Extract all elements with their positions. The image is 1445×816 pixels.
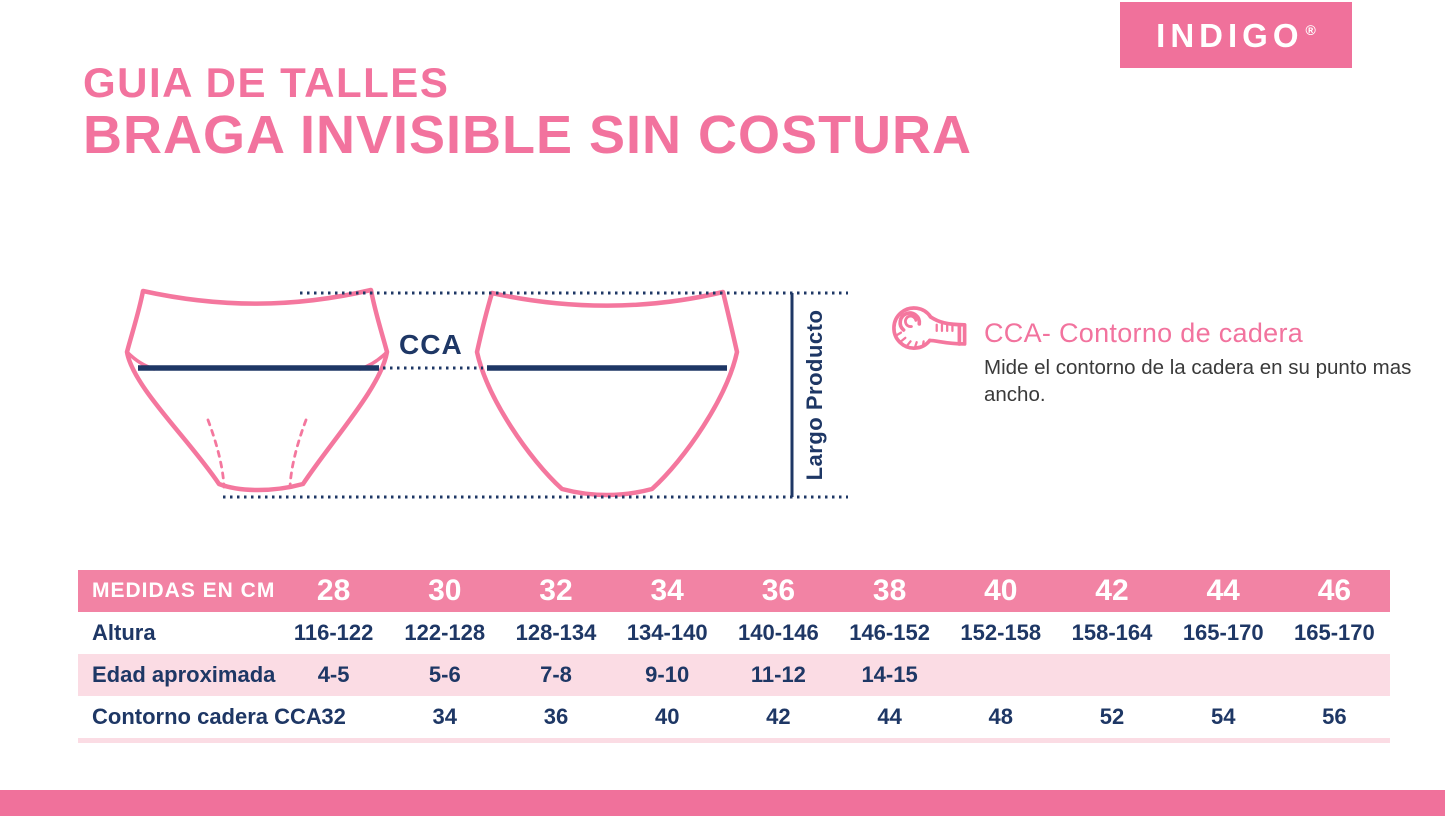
table-cell: 36 [543,704,569,729]
table-cell: 11-12 [750,662,806,687]
table-cell: 56 [1322,704,1347,729]
table-row-contorno: Contorno cadera CCA 32 34 36 40 42 44 48… [78,696,1390,738]
table-cell: 7-8 [540,662,572,687]
table-cell: 48 [988,704,1014,729]
size-column-header: 42 [1095,574,1129,607]
table-row-altura: Altura 116-122 122-128 128-134 134-140 1… [78,612,1390,654]
page-title: BRAGA INVISIBLE SIN COSTURA [83,105,973,165]
cca-diagram-label: CCA [399,329,463,360]
table-cell: 32 [321,704,346,729]
size-column-header: 46 [1317,574,1352,607]
panty-front-right-leg-dashed [288,418,308,489]
brand-banner: INDIGO ® [1120,2,1352,68]
table-cell: 42 [766,704,791,729]
table-bottom-divider [78,738,1390,743]
panty-front-outline [124,287,390,493]
panty-back-outline [474,289,740,498]
size-column-header: 28 [316,574,351,607]
table-cell: 9-10 [645,662,690,687]
brand-logo: INDIGO ® [1156,19,1316,52]
size-column-header: 40 [984,574,1018,607]
table-cell: 52 [1099,704,1125,729]
footer-accent-bar [0,790,1445,816]
size-column-header: 32 [539,574,573,607]
panty-front-left-leg-dashed [206,418,226,489]
table-header-row: MEDIDAS EN CM 28 30 32 34 36 38 40 42 44… [78,570,1390,612]
cca-info-heading: CCA- Contorno de cadera [984,318,1304,348]
size-column-header: 34 [650,574,684,607]
table-cell: 5-6 [428,662,461,687]
table-header-label: MEDIDAS EN CM [92,579,276,602]
size-table: MEDIDAS EN CM 28 30 32 34 36 38 40 42 44… [78,570,1390,738]
table-cell: 165-170 [1182,620,1264,645]
size-column-header: 44 [1206,574,1240,607]
table-row-edad: Edad aproximada 4-5 5-6 7-8 9-10 11-12 1… [78,654,1390,696]
table-cell: 165-170 [1294,620,1375,645]
registered-mark: ® [1305,21,1316,38]
row-label: Contorno cadera CCA [92,704,322,729]
row-label: Edad aproximada [92,662,276,687]
largo-producto-label: Largo Producto [802,309,827,481]
table-cell: 116-122 [293,620,374,645]
row-label: Altura [92,620,156,645]
size-column-header: 30 [428,574,462,607]
table-cell: 40 [654,704,680,729]
table-cell: 4-5 [317,662,350,687]
table-cell: 128-134 [515,620,597,645]
table-cell: 146-152 [849,620,930,645]
table-cell: 122-128 [404,620,486,645]
table-cell: 44 [877,704,902,729]
table-cell: 14-15 [861,662,918,687]
table-cell: 152-158 [960,620,1042,645]
measuring-tape-icon [892,306,967,350]
table-cell: 34 [432,704,458,729]
table-cell: 54 [1210,704,1236,729]
brand-logo-text: INDIGO [1156,16,1304,54]
page-subtitle: GUIA DE TALLES [83,59,450,106]
size-column-header: 38 [872,574,907,607]
size-column-header: 36 [761,574,796,607]
table-cell: 140-146 [738,620,819,645]
table-cell: 134-140 [626,620,708,645]
cca-info-description: Mide el contorno de la cadera en su punt… [984,356,1412,407]
table-cell: 158-164 [1071,620,1153,645]
